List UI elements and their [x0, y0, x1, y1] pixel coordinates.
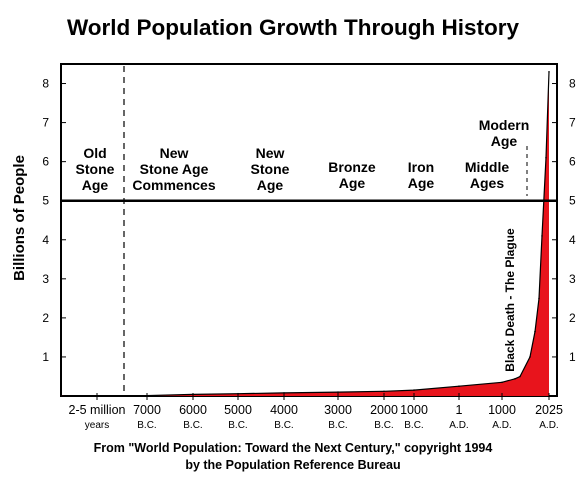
era-label-2-2: Age — [257, 177, 284, 193]
data-point — [514, 378, 516, 380]
y-tick-right-label: 1 — [569, 350, 576, 364]
data-point — [458, 385, 460, 388]
data-point — [538, 297, 540, 300]
x-tick-label-sub: A.D. — [539, 420, 558, 431]
era-label-0-1: Stone — [76, 161, 115, 177]
source-line-2: by the Population Reference Bureau — [185, 458, 400, 472]
y-tick-right-label: 5 — [569, 194, 576, 208]
data-point — [63, 395, 65, 397]
era-label-0-2: Age — [82, 177, 109, 193]
y-tick-right-label: 3 — [569, 272, 576, 286]
plot-frame — [60, 63, 558, 397]
y-tick-left-label: 7 — [42, 116, 49, 130]
y-tick-left-label: 5 — [42, 194, 49, 208]
y-tick-left-label: 6 — [42, 155, 49, 169]
x-tick-label-main: 1000 — [488, 403, 516, 417]
y-tick-left-label: 4 — [42, 233, 49, 247]
x-tick-label-main: 6000 — [179, 403, 207, 417]
x-tick-label-sub: B.C. — [137, 420, 156, 431]
x-tick-label-sub: B.C. — [183, 420, 202, 431]
x-tick-label-sub: B.C. — [274, 420, 293, 431]
y-tick-right-label: 7 — [569, 116, 576, 130]
y-tick-right-label: 4 — [569, 233, 576, 247]
y-tick-left-label: 8 — [42, 77, 49, 91]
x-tick-label-sub: A.D. — [449, 420, 468, 431]
era-label-6-0: Modern — [479, 117, 530, 133]
x-tick-label-sub: years — [85, 420, 109, 431]
y-tick-left-label: 3 — [42, 272, 49, 286]
x-tick-label-sub: B.C. — [404, 420, 423, 431]
era-label-4-1: Age — [408, 175, 435, 191]
x-tick-label-sub: B.C. — [228, 420, 247, 431]
population-line — [63, 71, 550, 397]
data-point — [413, 389, 415, 391]
x-tick-label-main: 1000 — [400, 403, 428, 417]
era-label-1-1: Stone Age — [140, 161, 209, 177]
black-death-annotation: Black Death - The Plague — [503, 228, 517, 372]
data-point — [337, 391, 339, 393]
era-label-1-2: Commences — [132, 177, 215, 193]
x-tick-label-main: 2000 — [370, 403, 398, 417]
y-tick-left-label: 2 — [42, 311, 49, 325]
era-label-2-1: Stone — [251, 161, 290, 177]
era-label-5-1: Ages — [470, 175, 504, 191]
era-label-1-0: New — [160, 145, 189, 161]
x-tick-label-main: 3000 — [324, 403, 352, 417]
y-axis-label: Billions of People — [11, 155, 28, 281]
x-tick-label-main: 7000 — [133, 403, 161, 417]
population-area — [61, 71, 549, 397]
x-tick-label-sub: B.C. — [374, 420, 393, 431]
data-point — [548, 71, 550, 73]
era-label-3-0: Bronze — [328, 159, 376, 175]
era-label-0-0: Old — [83, 145, 106, 161]
x-tick-label-main: 5000 — [224, 403, 252, 417]
y-tick-right-label: 8 — [569, 77, 576, 91]
chart-title: World Population Growth Through History — [67, 15, 520, 40]
data-point — [529, 356, 531, 358]
era-label-4-0: Iron — [408, 159, 434, 175]
x-tick-label-main: 2-5 million — [69, 403, 126, 417]
x-tick-label-sub: B.C. — [328, 420, 347, 431]
y-tick-right-label: 2 — [569, 311, 576, 325]
era-label-2-0: New — [256, 145, 285, 161]
y-tick-left-label: 1 — [42, 350, 49, 364]
era-label-6-1: Age — [491, 133, 518, 149]
era-label-3-1: Age — [339, 175, 366, 191]
data-point — [519, 375, 521, 378]
x-tick-label-main: 4000 — [270, 403, 298, 417]
y-tick-right-label: 6 — [569, 155, 576, 169]
data-point — [541, 235, 543, 237]
data-point — [501, 381, 503, 384]
data-point — [383, 390, 385, 393]
source-line-1: From "World Population: Toward the Next … — [94, 441, 493, 455]
era-label-5-0: Middle — [465, 159, 510, 175]
x-tick-label-main: 1 — [456, 403, 463, 417]
x-tick-label-main: 2025 — [535, 403, 563, 417]
data-point — [545, 156, 547, 159]
x-tick-label-sub: A.D. — [492, 420, 511, 431]
data-point — [534, 330, 536, 333]
